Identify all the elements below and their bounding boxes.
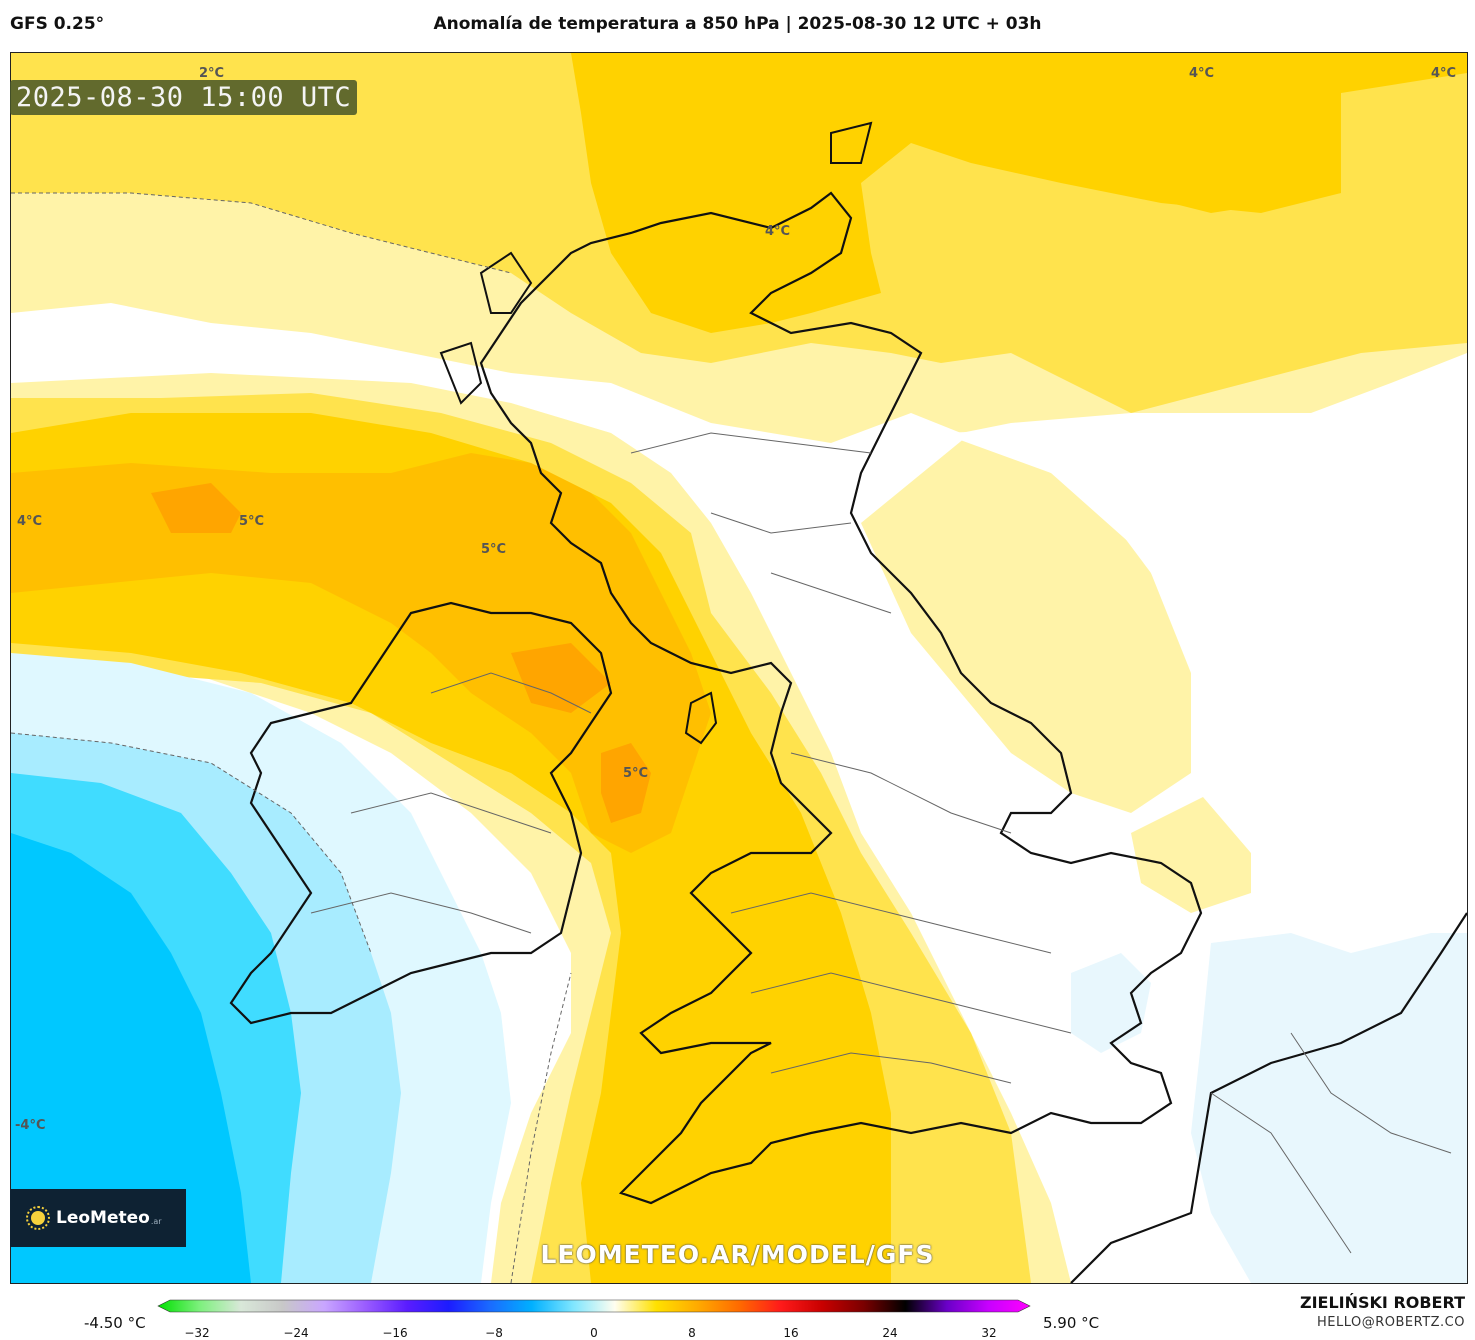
chart-title: Anomalía de temperatura a 850 hPa | 2025…	[433, 14, 1042, 34]
logo-suffix: .ar	[150, 1216, 162, 1226]
contour-label: 4°C	[17, 514, 42, 529]
anomaly-zone-light-blue-se	[1191, 933, 1467, 1283]
anomaly-zone-light-blue-london	[1071, 953, 1151, 1053]
watermark-url: LEOMETEO.AR/MODEL/GFS	[540, 1240, 935, 1269]
weather-map[interactable]: 2°C 4°C 4°C 4°C 4°C 5°C 5°C 5°C -4°C	[10, 52, 1468, 1284]
colorbar-tick: 32	[981, 1326, 997, 1340]
colorbar-tick: 0	[590, 1326, 598, 1340]
anomaly-zone-pale-yellow-se	[1131, 793, 1251, 913]
contour-label: 5°C	[481, 542, 506, 557]
contour-label: 4°C	[765, 224, 790, 239]
colorbar-gradient	[157, 1299, 1031, 1313]
colorbar-tick: −8	[485, 1326, 503, 1340]
contour-label: 4°C	[1431, 66, 1456, 81]
great-britain-coastline	[479, 191, 1203, 1205]
anomaly-zone-gold-ne	[961, 53, 1467, 213]
valid-time-badge: 2025-08-30 15:00 UTC	[10, 80, 358, 115]
leometeo-logo[interactable]: LeoMeteo .ar	[10, 1189, 186, 1247]
anomaly-zone-deep-cyan-sw	[11, 833, 251, 1283]
colorbar-tick: 24	[882, 1326, 898, 1340]
author-email[interactable]: HELLO@ROBERTZ.CO	[1316, 1315, 1465, 1330]
scottish-islands	[439, 121, 873, 405]
anomaly-zone-orange-ni	[511, 643, 611, 713]
colorbar-tick: −24	[283, 1326, 309, 1340]
admin-boundaries	[310, 432, 1452, 1254]
anomaly-zone-pale-yellow-east	[861, 433, 1191, 813]
logo-text: LeoMeteo	[56, 1208, 150, 1228]
colorbar-tick: 16	[783, 1326, 799, 1340]
anomaly-zone-orange-central	[601, 743, 651, 823]
colorbar: -4.50 °C 5.90 °C	[0, 1296, 1475, 1339]
author-name: ZIELIŃSKI ROBERT	[1299, 1293, 1465, 1312]
sun-icon	[26, 1206, 50, 1230]
model-name: GFS 0.25°	[10, 14, 105, 34]
anomaly-zone-amber-west	[11, 453, 711, 853]
colorbar-tick: 8	[688, 1326, 696, 1340]
temperature-contours	[11, 192, 572, 1283]
anomaly-zone-orange-west	[151, 483, 241, 533]
contour-label: 2°C	[199, 66, 224, 81]
contour-label: 4°C	[1189, 66, 1214, 81]
contour-label: -4°C	[15, 1118, 45, 1133]
colorbar-tick: −32	[184, 1326, 210, 1340]
colorbar-tick: −16	[382, 1326, 408, 1340]
anomaly-zone-neutral-ne	[941, 413, 1467, 853]
contour-label: 5°C	[623, 766, 648, 781]
france-coastline	[1070, 912, 1467, 1283]
colorbar-min-label: -4.50 °C	[84, 1314, 146, 1332]
colorbar-max-label: 5.90 °C	[1043, 1314, 1100, 1332]
contour-label: 5°C	[239, 514, 264, 529]
ireland-coastline	[229, 601, 613, 1025]
isle-of-man	[684, 691, 718, 745]
